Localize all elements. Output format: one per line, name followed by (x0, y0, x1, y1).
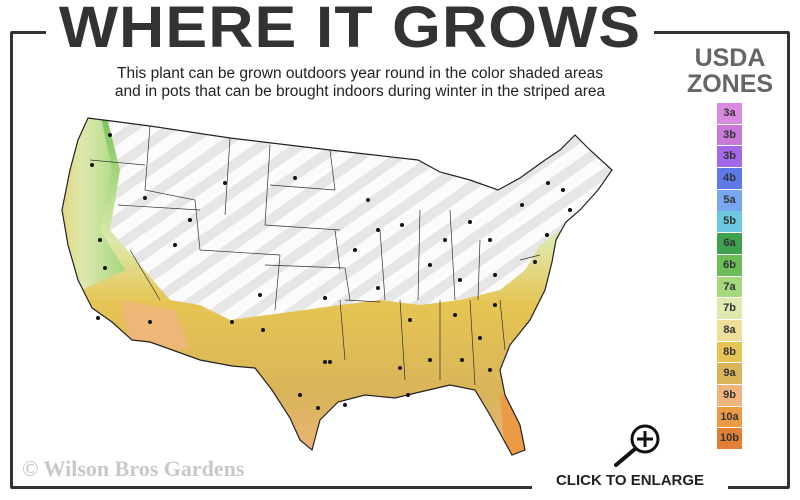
legend-zone-7b: 7b (717, 298, 742, 319)
city-dot (533, 260, 537, 264)
city-dot (353, 248, 357, 252)
city-dot (545, 233, 549, 237)
state-borders (89, 125, 541, 386)
legend-zone-5a: 5a (717, 189, 742, 211)
subtitle: This plant can be grown outdoors year ro… (40, 65, 680, 101)
city-dot (90, 163, 94, 167)
city-dot (453, 313, 457, 317)
city-dot (376, 286, 380, 290)
city-dot (458, 278, 462, 282)
city-dot (493, 303, 497, 307)
city-dot (428, 263, 432, 267)
city-dot (400, 223, 404, 227)
copyright-watermark: © Wilson Bros Gardens (22, 456, 245, 481)
legend-zone-10b: 10b (717, 428, 742, 450)
outdoor-zone-area-west (62, 118, 125, 300)
city-dot (223, 181, 227, 185)
city-dot (488, 238, 492, 242)
legend-zone-6a: 6a (717, 233, 742, 254)
city-dot (366, 198, 370, 202)
city-dot (258, 293, 262, 297)
city-dot (96, 316, 100, 320)
magnifier-plus-icon[interactable] (608, 422, 668, 472)
city-dot (468, 220, 472, 224)
city-dot (520, 203, 524, 207)
city-dot (298, 393, 302, 397)
legend-zone-8a: 8a (717, 319, 742, 341)
legend-zone-3b: 3b (717, 124, 742, 146)
city-dot (323, 360, 327, 364)
city-dot (488, 368, 492, 372)
city-dot (568, 208, 572, 212)
enlarge-gap (532, 478, 728, 492)
city-dot (443, 238, 447, 242)
city-markers (90, 133, 572, 410)
city-dot (561, 188, 565, 192)
legend-title-zones: ZONES (686, 70, 774, 98)
city-dot (293, 176, 297, 180)
legend-zone-7a: 7a (717, 276, 742, 298)
subtitle-line-1: This plant can be grown outdoors year ro… (117, 65, 603, 82)
click-to-enlarge-button[interactable]: CLICK TO ENLARGE (555, 472, 705, 489)
city-dot (230, 320, 234, 324)
city-dot (408, 318, 412, 322)
city-dot (328, 360, 332, 364)
legend-zone-9a: 9a (717, 363, 742, 385)
subtitle-line-2: and in pots that can be brought indoors … (114, 83, 606, 100)
city-dot (261, 328, 265, 332)
legend-zone-5b: 5b (717, 211, 742, 233)
city-dot (148, 320, 152, 324)
legend-zone-8b: 8b (717, 341, 742, 363)
legend-zone-3a: 3a (717, 103, 742, 124)
legend-zone-3b: 3b (717, 146, 742, 168)
legend-title: USDA ZONES (676, 45, 784, 97)
zone-legend: 3a 3b 3b 4b 5a 5b 6a 6b 7a 7b 8a 8b 9a 9b 10a 10b (717, 103, 742, 450)
map-regions (62, 118, 612, 455)
legend-zone-4b: 4b (717, 168, 742, 189)
zone-10-florida (500, 395, 525, 455)
city-dot (143, 196, 147, 200)
legend-title-usda: USDA (694, 44, 766, 72)
city-dot (428, 358, 432, 362)
city-dot (173, 243, 177, 247)
city-dot (398, 366, 402, 370)
legend-zone-9b: 9b (717, 384, 742, 406)
city-dot (406, 393, 410, 397)
legend-zone-10a: 10a (717, 406, 742, 428)
city-dot (323, 296, 327, 300)
legend-zone-6b: 6b (717, 254, 742, 276)
city-dot (316, 406, 320, 410)
page-title: WHERE IT GROWS (58, 0, 642, 60)
city-dot (493, 273, 497, 277)
city-dot (478, 336, 482, 340)
city-dot (103, 266, 107, 270)
city-dot (188, 218, 192, 222)
city-dot (98, 238, 102, 242)
city-dot (376, 228, 380, 232)
city-dot (343, 403, 347, 407)
title-gap (46, 24, 654, 38)
city-dot (108, 133, 112, 137)
zone-9b-desert (120, 300, 190, 350)
city-dot (546, 181, 550, 185)
city-dot (460, 358, 464, 362)
